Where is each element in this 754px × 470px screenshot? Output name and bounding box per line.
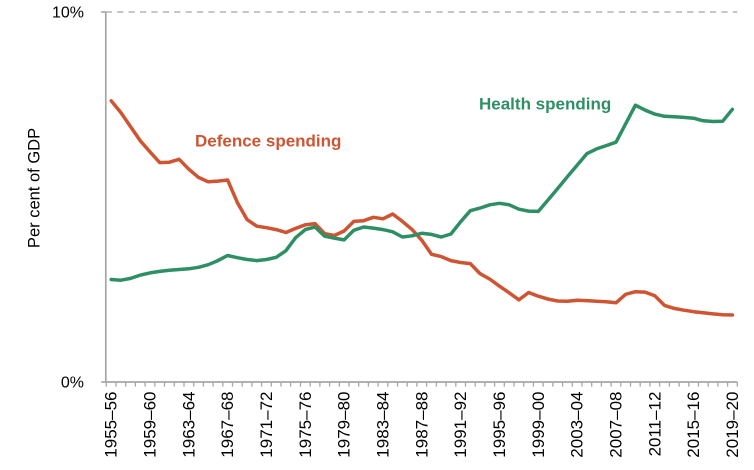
svg-text:1979–80: 1979–80 — [335, 392, 354, 458]
svg-text:1995–96: 1995–96 — [490, 392, 509, 458]
svg-text:2011–12: 2011–12 — [645, 392, 664, 457]
svg-text:2003–04: 2003–04 — [568, 392, 587, 458]
svg-text:1971–72: 1971–72 — [257, 392, 276, 458]
svg-text:1959–60: 1959–60 — [141, 392, 160, 458]
svg-text:1955–56: 1955–56 — [102, 392, 121, 458]
svg-text:1991–92: 1991–92 — [451, 392, 470, 458]
svg-text:1975–76: 1975–76 — [296, 392, 315, 458]
svg-text:1967–68: 1967–68 — [218, 392, 237, 458]
svg-text:0%: 0% — [61, 375, 84, 392]
svg-text:1987–88: 1987–88 — [412, 392, 431, 458]
svg-text:1999–00: 1999–00 — [529, 392, 548, 458]
svg-text:2015–16: 2015–16 — [684, 392, 703, 458]
svg-text:2007–08: 2007–08 — [607, 392, 626, 458]
svg-text:1983–84: 1983–84 — [374, 392, 393, 458]
svg-text:2019–20: 2019–20 — [723, 392, 742, 458]
svg-text:10%: 10% — [52, 5, 84, 22]
svg-text:Defence spending: Defence spending — [195, 132, 341, 151]
svg-text:Per cent of GDP: Per cent of GDP — [26, 128, 44, 248]
svg-text:Health spending: Health spending — [479, 95, 611, 114]
svg-text:1963–64: 1963–64 — [179, 392, 198, 458]
